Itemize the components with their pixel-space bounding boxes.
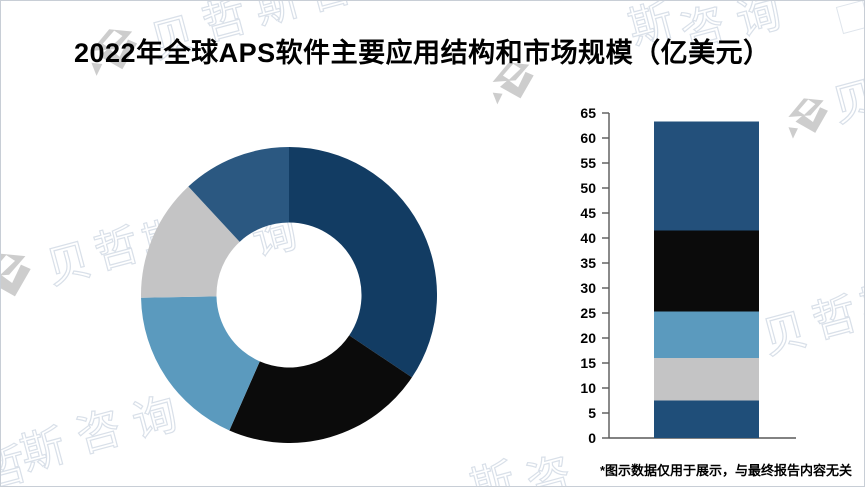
y-axis-tick-label: 45 [580, 205, 596, 221]
brand-logo-icon [492, 62, 534, 105]
brand-logo-icon [1, 253, 31, 297]
donut-slice-1 [289, 147, 437, 378]
y-axis-tick-label: 20 [580, 330, 596, 346]
watermark-text: 咨 [71, 403, 127, 463]
bar-segment-3 [654, 311, 759, 358]
stacked-bar-chart: 0 5 10 15 20 25 30 35 40 45 50 55 60 65 [580, 105, 796, 446]
brand-logo [482, 52, 544, 114]
watermark-text: 斯 [249, 0, 305, 34]
bar-segment-4 [654, 230, 759, 312]
watermark-text: 哲 [89, 220, 145, 280]
watermark-fragment [835, 1, 864, 35]
donut-slice-2 [229, 335, 412, 443]
footnote: *图示数据仅用于展示，与最终报告内容无关 [599, 463, 852, 478]
bar-segment-2 [654, 358, 759, 401]
watermark-text: 哲 [807, 289, 863, 349]
y-axis-tick-label: 55 [580, 155, 596, 171]
y-axis-tick-label: 60 [580, 130, 596, 146]
donut-slice-3 [141, 296, 260, 431]
brand-logo-icon [91, 29, 138, 76]
y-axis-tick-label: 15 [580, 355, 596, 371]
y-axis-tick-label: 0 [588, 430, 596, 446]
y-axis-tick-label: 25 [580, 305, 596, 321]
y-axis-tick-label: 5 [588, 405, 596, 421]
y-axis-tick-label: 35 [580, 255, 596, 271]
bar-segment-1 [654, 400, 759, 438]
brand-logo [778, 88, 837, 147]
y-axis-tick-label: 50 [580, 180, 596, 196]
donut-slice-4 [141, 186, 240, 298]
donut-chart [141, 147, 437, 443]
y-axis-tick-label: 10 [580, 380, 596, 396]
watermark-text: 贝 [41, 235, 97, 295]
donut-slice-5 [188, 147, 289, 242]
watermark-text: 咨 [301, 1, 357, 20]
y-axis-tick-label: 65 [580, 105, 596, 121]
chart-title: 2022年全球APS软件主要应用结构和市场规模（亿美元） [74, 38, 771, 68]
bar-segment-5 [654, 121, 759, 231]
y-axis-tick-label: 40 [580, 230, 596, 246]
brand-logo [1, 241, 43, 315]
brand-logo [80, 18, 149, 87]
watermark-text: 斯 [465, 455, 521, 487]
brand-logo-icon [788, 98, 828, 139]
y-axis-tick-label: 30 [580, 280, 596, 296]
